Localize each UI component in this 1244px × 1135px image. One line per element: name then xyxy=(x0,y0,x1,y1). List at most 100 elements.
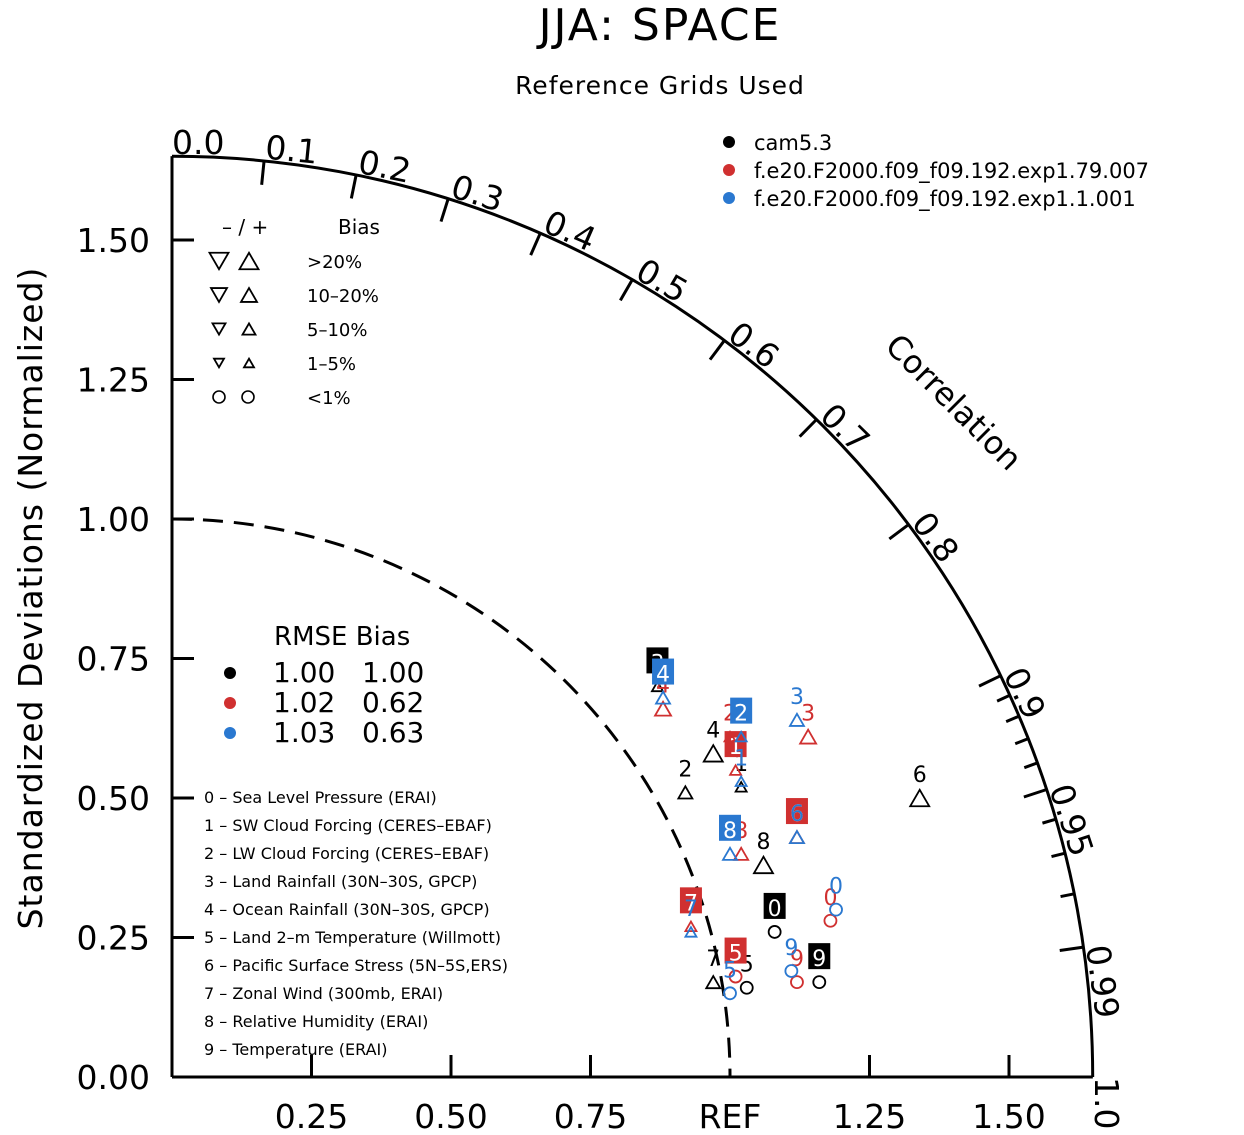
data-point-label: 7 xyxy=(684,897,698,922)
bias-legend-up-triangle xyxy=(237,250,261,271)
data-point-marker xyxy=(823,913,838,928)
y-tick-label: 0.50 xyxy=(77,779,150,818)
correlation-tick-label: 0.0 xyxy=(172,123,224,162)
data-point-marker xyxy=(654,689,672,705)
legend-marker xyxy=(723,136,735,148)
reference-arc xyxy=(171,517,732,1078)
data-point-marker xyxy=(728,763,743,776)
data-point-label-box xyxy=(719,814,741,841)
legends: cam5.3 f.e20.F2000.f09_f09.192.exp1.79.00… xyxy=(204,131,1149,1059)
correlation-tick xyxy=(1060,892,1075,899)
data-point-marker xyxy=(734,774,749,787)
x-tick-label: 1.25 xyxy=(833,1097,906,1135)
y-tick-label: 0.75 xyxy=(77,640,150,679)
correlation-tick xyxy=(798,418,818,438)
data-point-label-box xyxy=(724,937,747,964)
bias-legend-up-triangle xyxy=(242,356,256,369)
x-tick-label: 0.25 xyxy=(275,1097,348,1135)
data-point-label: 6 xyxy=(790,802,804,827)
bias-legend-range: >20% xyxy=(307,252,362,273)
data-point-label-box xyxy=(652,658,675,685)
correlation-tick xyxy=(529,232,542,256)
y-tick-label: 1.25 xyxy=(77,361,150,400)
data-point-label: 8 xyxy=(723,819,737,844)
bias-value: 1.00 xyxy=(362,656,424,689)
correlation-tick-label: 0.6 xyxy=(721,314,786,377)
correlation-tick-label: 0.2 xyxy=(355,142,414,191)
data-point-marker xyxy=(722,730,738,743)
y-tick-label: 1.50 xyxy=(77,221,150,260)
data-point-label: 6 xyxy=(913,763,927,788)
data-point-label: 1 xyxy=(734,746,748,771)
correlation-tick-label: 1.0 xyxy=(1087,1077,1126,1129)
variable-legend-item: 7 – Zonal Wind (300mb, ERAI) xyxy=(204,984,443,1003)
bias-legend-circle xyxy=(212,390,226,404)
bias-legend-range: 10–20% xyxy=(307,286,379,307)
variable-legend-item: 2 – LW Cloud Forcing (CERES–EBAF) xyxy=(204,844,489,863)
correlation-tick-label: 0.4 xyxy=(538,202,602,259)
bias-legend-down-triangle xyxy=(209,287,229,304)
correlation-tick xyxy=(619,278,634,302)
bias-legend-range: 1–5% xyxy=(307,354,356,375)
correlation-tick-label: 0.99 xyxy=(1078,942,1127,1020)
data-point-marker xyxy=(723,986,737,1001)
data-point-marker xyxy=(829,902,843,917)
correlation-tick xyxy=(1042,817,1057,825)
data-point-label: 3 xyxy=(790,685,804,710)
data-point-marker xyxy=(739,980,754,995)
data-point-marker xyxy=(721,845,739,861)
data-point-label: 0 xyxy=(829,875,843,900)
correlation-tick xyxy=(1005,714,1020,724)
legend-model-name: cam5.3 xyxy=(754,131,832,155)
data-point-label: 4 xyxy=(706,718,720,743)
bias-legend-down-triangle xyxy=(212,357,226,370)
data-point-marker xyxy=(788,829,806,845)
chart-title: JJA: SPACE xyxy=(536,0,782,51)
correlation-tick xyxy=(888,523,910,541)
rmse-row-marker xyxy=(224,667,236,679)
rmse-value: 1.02 xyxy=(273,686,335,719)
rmse-value: 1.03 xyxy=(273,716,335,749)
bias-value: 0.63 xyxy=(362,716,424,749)
legend-model-name: f.e20.F2000.f09_f09.192.exp1.79.007 xyxy=(754,159,1149,184)
data-point-marker xyxy=(812,975,827,990)
rmse-value: 1.00 xyxy=(273,656,335,689)
data-point-marker xyxy=(676,784,694,800)
bias-legend-header: Bias xyxy=(338,215,380,239)
data-point-label: 5 xyxy=(729,942,743,967)
data-point-label: 5 xyxy=(723,958,737,983)
correlation-tick-label: 0.3 xyxy=(447,167,509,220)
bias-legend-up-triangle xyxy=(239,286,259,303)
rmse-row-marker xyxy=(224,727,236,739)
data-point-marker xyxy=(650,679,665,693)
variable-legend-item: 8 – Relative Humidity (ERAI) xyxy=(204,1012,428,1031)
variable-legend-item: 6 – Pacific Surface Stress (5N–5S,ERS) xyxy=(204,956,508,975)
data-point-marker xyxy=(734,730,749,743)
y-tick-label: 0.25 xyxy=(77,919,150,958)
chart-subtitle: Reference Grids Used xyxy=(515,71,805,100)
y-axis-label: Standardized Deviations (Normalized) xyxy=(11,267,50,930)
outer-arc xyxy=(171,154,1095,1078)
rmse-table-header: RMSE Bias xyxy=(274,622,410,652)
correlation-tick xyxy=(439,198,450,223)
bias-legend-range: <1% xyxy=(307,388,351,409)
data-point-label: 7 xyxy=(706,947,720,972)
correlation-tick xyxy=(1059,945,1084,952)
data-point-label: 0 xyxy=(768,897,782,922)
data-point-label: 7 xyxy=(684,891,698,916)
correlation-tick-label: 0.1 xyxy=(264,128,320,172)
data-point-marker xyxy=(702,743,725,763)
correlation-tick xyxy=(260,160,266,185)
data-point-marker xyxy=(788,712,806,727)
data-point-label: 9 xyxy=(812,947,826,972)
bias-legend-down-triangle xyxy=(207,251,231,272)
bias-legend-range: 5–10% xyxy=(307,320,367,341)
data-point-marker xyxy=(767,925,782,939)
correlation-tick-label: 0.5 xyxy=(630,251,695,311)
data-point-label: 3 xyxy=(801,702,815,727)
bias-value: 0.62 xyxy=(362,686,424,719)
bias-legend-up-triangle xyxy=(240,321,258,336)
data-point-label: 4 xyxy=(656,663,670,688)
correlation-label: Correlation xyxy=(878,326,1030,478)
